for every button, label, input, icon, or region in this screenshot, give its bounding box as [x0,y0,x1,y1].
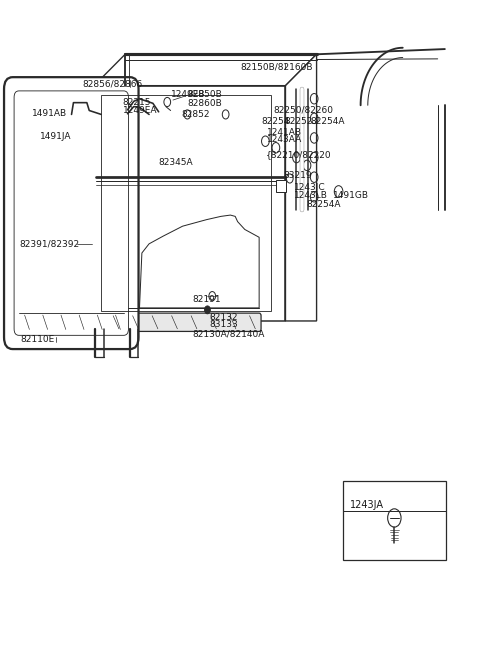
Text: 82150B/82160B: 82150B/82160B [240,63,312,72]
Text: 82860B: 82860B [187,99,222,108]
Text: 82856/82866: 82856/82866 [82,80,142,89]
Polygon shape [94,54,317,86]
Text: {82210/82220: {82210/82220 [266,151,332,159]
Circle shape [204,306,210,314]
Polygon shape [94,86,286,321]
Text: 82345A: 82345A [158,159,193,167]
FancyBboxPatch shape [104,313,261,331]
Text: 82254A: 82254A [306,200,340,209]
Text: 82850B: 82850B [187,90,222,100]
Bar [276,179,287,191]
Text: 82252: 82252 [285,117,313,126]
Text: 82215: 82215 [123,98,151,107]
Text: 1243JA: 1243JA [350,500,384,510]
Text: 82132: 82132 [209,312,238,322]
Text: 1243AA: 1243AA [267,136,302,144]
Text: 1241AB: 1241AB [267,128,302,137]
Text: 82254: 82254 [262,117,290,126]
Text: 1491AB: 1491AB [32,109,67,118]
FancyBboxPatch shape [17,312,126,332]
Text: 82391/82392: 82391/82392 [19,239,79,248]
Text: 1491JA: 1491JA [40,132,72,141]
Polygon shape [72,111,101,115]
Bar [343,481,446,559]
Text: 83133: 83133 [209,320,238,329]
Text: 82130A/82140A: 82130A/82140A [192,329,264,339]
Circle shape [57,121,61,127]
FancyBboxPatch shape [4,77,139,349]
Text: 1243JC: 1243JC [294,183,326,192]
Polygon shape [286,54,317,321]
Text: 1243LB: 1243LB [294,191,328,200]
Text: 82110E: 82110E [21,335,55,344]
Text: 1491GB: 1491GB [333,191,369,200]
Circle shape [108,133,113,140]
Text: 1249EB: 1249EB [170,90,205,100]
Text: 82250/82260: 82250/82260 [274,105,334,115]
Text: 1249EA: 1249EA [123,106,157,115]
Text: 83219: 83219 [283,172,312,180]
Text: 82254A: 82254A [311,117,345,126]
Text: 82191: 82191 [192,295,221,304]
Text: 82852: 82852 [181,110,210,119]
